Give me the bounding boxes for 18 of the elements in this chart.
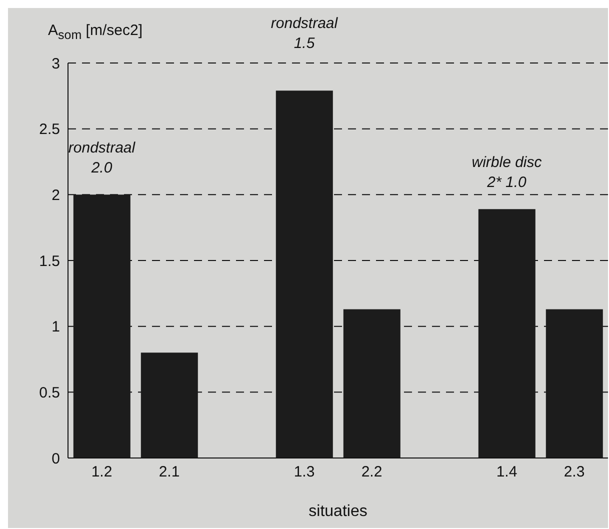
- annotation: rondstraal 1.5: [270, 15, 338, 52]
- y-tick-label: 2.5: [39, 121, 60, 138]
- x-tick-label: 1.3: [294, 464, 315, 481]
- x-tick-label: 1.4: [496, 464, 518, 481]
- annotation: wirble disc 2* 1.0: [472, 154, 542, 192]
- y-tick-label: 1: [52, 318, 60, 336]
- x-tick-label: 2.1: [158, 464, 180, 481]
- y-tick-label: 0: [52, 450, 60, 468]
- y-tick-label: 0.5: [39, 384, 60, 402]
- x-axis-title: situaties: [308, 503, 368, 520]
- y-tick-label: 3: [52, 55, 60, 72]
- x-tick-label: 2.2: [361, 464, 382, 481]
- y-tick-label: 2: [52, 186, 60, 204]
- y-axis-title: A$_{som}$ [m/sec2]: [48, 22, 142, 42]
- annotation: rondstraal 2.0: [68, 140, 136, 177]
- x-tick-label: 1.2: [91, 464, 112, 481]
- y-tick-label: 1.5: [39, 252, 60, 270]
- x-tick-label: 2.3: [564, 464, 585, 481]
